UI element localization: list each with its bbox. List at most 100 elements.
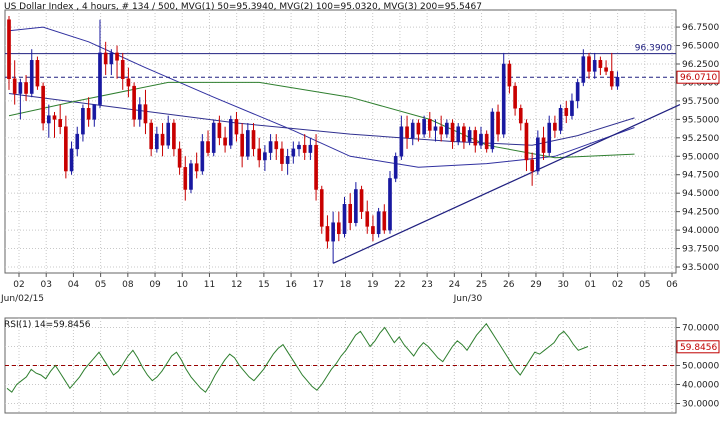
candle-body bbox=[570, 100, 574, 116]
moving-average-line-1 bbox=[8, 26, 635, 168]
x-tick-label: 03 bbox=[40, 280, 51, 290]
candle-body bbox=[302, 144, 307, 153]
x-tick-label: 08 bbox=[122, 280, 134, 290]
rsi-y-tick-label: 30.0000 bbox=[682, 400, 719, 410]
candle-body bbox=[274, 141, 279, 150]
candle-body bbox=[536, 137, 540, 172]
x-tick-label: 10 bbox=[177, 280, 189, 290]
x-tick-label: 01 bbox=[585, 280, 596, 290]
support-trendline bbox=[332, 104, 681, 264]
candle-body bbox=[58, 119, 62, 127]
candle-body bbox=[29, 60, 34, 94]
candle-body bbox=[217, 122, 222, 139]
candle-body bbox=[280, 148, 284, 164]
candle-body bbox=[450, 122, 455, 142]
candle-body bbox=[558, 108, 563, 131]
candle-body bbox=[604, 67, 608, 72]
candle-body bbox=[263, 152, 267, 161]
candle-body bbox=[564, 108, 569, 116]
rsi-line bbox=[6, 322, 589, 393]
candle-body bbox=[86, 108, 91, 120]
x-tick-label: 23 bbox=[421, 280, 432, 290]
candle-body bbox=[46, 115, 51, 124]
rsi-value-box bbox=[676, 340, 720, 354]
x-period-label-end: Jun/30 bbox=[453, 294, 483, 304]
x-tick-label: 25 bbox=[476, 280, 487, 290]
candle-body bbox=[530, 159, 534, 172]
rsi-y-tick-label: 70.0000 bbox=[682, 324, 719, 334]
candle-body bbox=[98, 52, 102, 105]
candle-body bbox=[234, 119, 239, 135]
candle-body bbox=[598, 60, 603, 68]
candle-body bbox=[547, 122, 552, 153]
candle-body bbox=[331, 222, 335, 242]
candle-body bbox=[609, 71, 614, 87]
candle-body bbox=[348, 204, 353, 223]
candle-body bbox=[41, 85, 45, 124]
candle-body bbox=[126, 78, 131, 87]
x-tick-label: 22 bbox=[394, 280, 405, 290]
candle-body bbox=[427, 119, 432, 131]
candle-body bbox=[376, 211, 381, 235]
candle-body bbox=[132, 85, 136, 120]
candle-body bbox=[92, 104, 97, 120]
candle-body bbox=[166, 122, 171, 146]
rsi-y-tick-label: 40.0000 bbox=[682, 381, 719, 391]
candle-body bbox=[291, 148, 296, 157]
x-tick-label: 09 bbox=[149, 280, 161, 290]
x-tick-label: 29 bbox=[530, 280, 542, 290]
candle-body bbox=[445, 122, 449, 135]
candle-body bbox=[513, 85, 517, 109]
candle-body bbox=[223, 137, 227, 146]
x-tick-label: 04 bbox=[68, 280, 80, 290]
candle-body bbox=[336, 222, 341, 235]
candle-body bbox=[137, 104, 142, 120]
candle-body bbox=[581, 56, 586, 83]
candle-body bbox=[246, 130, 250, 157]
rsi-value-label: 59.8456 bbox=[680, 343, 717, 353]
candle-body bbox=[155, 133, 159, 150]
candle-body bbox=[314, 144, 318, 190]
x-tick-label: 16 bbox=[285, 280, 297, 290]
candle-body bbox=[433, 126, 438, 131]
candle-body bbox=[206, 141, 210, 153]
candle-body bbox=[399, 126, 404, 157]
candle-body bbox=[200, 141, 205, 172]
candle-body bbox=[189, 163, 193, 190]
candle-body bbox=[177, 148, 182, 168]
candle-body bbox=[325, 226, 330, 242]
price-y-tick-label: 95.0000 bbox=[682, 152, 719, 162]
x-tick-label: 12 bbox=[231, 280, 242, 290]
candle-body bbox=[615, 77, 620, 87]
candle-body bbox=[194, 163, 199, 172]
candle-body bbox=[75, 133, 80, 150]
rsi-y-tick-label: 50.0000 bbox=[682, 362, 719, 372]
candle-body bbox=[7, 19, 11, 79]
candle-body bbox=[342, 204, 347, 235]
candle-body bbox=[149, 122, 153, 150]
candle-body bbox=[484, 133, 489, 150]
price-y-tick-label: 95.2500 bbox=[682, 134, 719, 144]
chart-title: US Dollar Index , 4 hours, # 134 / 500, … bbox=[4, 2, 482, 12]
candle-body bbox=[251, 130, 256, 150]
candle-body bbox=[120, 60, 125, 79]
candle-body bbox=[52, 115, 57, 120]
x-tick-label: 24 bbox=[449, 280, 461, 290]
rsi-title: RSI(1) 14=59.8456 bbox=[4, 320, 91, 330]
x-tick-label: 05 bbox=[639, 280, 650, 290]
candle-body bbox=[410, 122, 415, 139]
price-y-tick-label: 94.5000 bbox=[682, 189, 719, 199]
candle-body bbox=[172, 122, 176, 150]
candle-body bbox=[462, 126, 466, 142]
candle-body bbox=[359, 189, 364, 212]
candle-body bbox=[365, 211, 370, 227]
candle-body bbox=[297, 144, 301, 150]
candle-body bbox=[467, 130, 472, 142]
candle-body bbox=[81, 108, 85, 135]
x-tick-label: 19 bbox=[367, 280, 379, 290]
price-y-tick-label: 93.7500 bbox=[682, 245, 719, 255]
price-y-tick-label: 96.2500 bbox=[682, 60, 719, 70]
price-y-tick-label: 95.5000 bbox=[682, 115, 719, 125]
